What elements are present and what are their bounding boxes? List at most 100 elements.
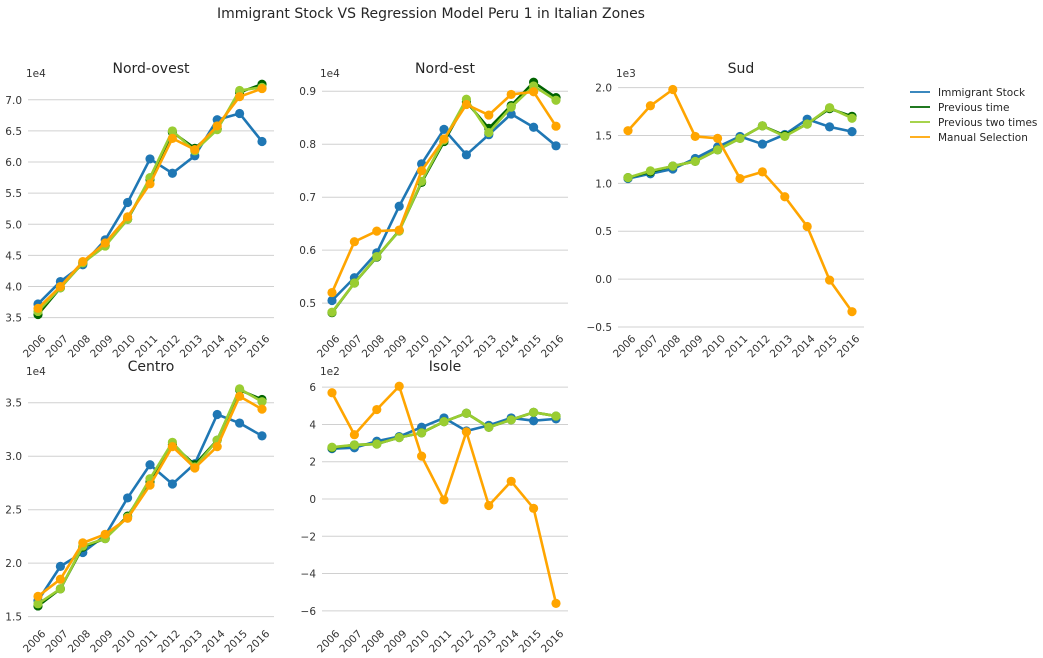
x-tick-label: 2011 [133,628,160,655]
data-point [551,598,561,608]
x-tick-label: 2012 [155,333,182,360]
data-point [123,197,133,208]
data-point [847,307,857,317]
x-tick-label: 2006 [611,333,639,361]
x-tick-label: 2016 [539,628,567,656]
legend: Immigrant Stock Previous time Previous t… [910,87,1037,144]
legend-label-manual-selection: Manual Selection [938,132,1028,144]
data-point [417,451,427,461]
data-point [757,121,768,131]
y-tick-label: 0.0 [595,274,612,286]
x-tick-label: 2014 [494,333,522,361]
y-tick-label: 0.8 [299,139,316,151]
data-point [372,226,382,236]
data-point [257,404,267,414]
data-point [668,161,678,171]
data-point [167,168,177,178]
data-point [668,84,678,95]
data-point [55,574,65,584]
series-line [37,86,263,313]
data-point [461,408,471,418]
data-point [33,303,43,313]
data-point [145,480,155,490]
data-point [78,538,88,548]
x-tick-label: 2013 [178,628,205,655]
subplot-centro: 1.52.02.53.03.52006200720082009201020112… [5,359,274,655]
data-point [123,493,133,503]
data-point [257,83,267,94]
y-tick-label: 4.5 [5,250,22,262]
x-tick-label: 2016 [245,628,273,656]
data-point [551,95,561,105]
x-tick-label: 2006 [21,628,49,656]
x-tick-label: 2015 [223,333,250,360]
data-point [551,141,561,151]
y-tick-label: 4.0 [5,282,22,294]
x-tick-label: 2006 [21,333,49,361]
data-point [212,409,222,420]
data-point [327,388,337,398]
x-tick-label: 2007 [43,628,70,655]
x-tick-label: 2016 [539,333,567,361]
y-tick-label: 2 [309,457,316,469]
x-tick-label: 2007 [43,333,70,360]
y-tick-label: 1.5 [595,130,612,142]
x-tick-label: 2009 [678,333,705,360]
series-previous-two-times [327,81,561,317]
y-tick-label: 0.5 [299,298,316,310]
data-point [257,397,267,407]
data-point [529,407,539,417]
data-point [394,225,404,235]
series-line [36,413,263,602]
data-point [123,513,133,523]
y-tick-label: 0.6 [299,245,316,257]
x-tick-label: 2011 [427,628,454,655]
series-previous-two-times [623,103,857,183]
data-point [257,136,267,147]
y-tick-label: 3.0 [5,451,22,463]
x-tick-label: 2013 [768,333,795,360]
y-tick-label: 6.0 [5,157,22,169]
x-tick-label: 2008 [656,333,683,360]
x-tick-label: 2013 [472,333,499,360]
data-point [167,126,177,136]
data-point [484,422,494,432]
data-point [825,103,835,113]
data-point [327,442,337,452]
data-point [100,238,110,248]
data-point [100,529,110,539]
x-tick-label: 2016 [245,333,273,361]
x-tick-label: 2013 [178,333,205,360]
data-point [78,257,88,267]
data-point [461,427,471,437]
data-point [439,417,449,427]
x-tick-label: 2008 [360,333,387,360]
x-tick-label: 2011 [427,333,454,360]
y-tick-label: 6 [309,382,316,394]
data-point [506,415,516,425]
data-point [257,431,267,441]
data-point [394,201,404,211]
data-point [551,411,561,421]
data-point [847,113,857,123]
axis-multiplier: 1e4 [26,366,46,378]
subplot-nord-est: 0.50.60.70.80.92006200720082009201020112… [299,61,568,360]
data-point [235,108,245,119]
series-previous-two-times [327,407,561,452]
data-point [55,584,65,594]
axis-multiplier: 1e2 [320,366,340,378]
y-tick-label: 5.5 [5,188,22,200]
y-tick-label: −4 [301,569,317,581]
x-tick-label: 2016 [835,333,863,361]
x-tick-label: 2015 [517,628,544,655]
subplot-title: Sud [728,61,755,77]
y-tick-label: −2 [301,531,316,543]
subplot-nord-ovest: 3.5 4.0 4.5 5.0 5.5 6.0 6.5 7.0 2006200720082009… [5,61,274,360]
axis-multiplier: 1e4 [320,68,340,80]
x-tick-label: 2014 [200,333,228,361]
series-line [37,83,263,316]
legend-label-previous-time: Previous time [938,102,1009,114]
axis-multiplier: 1e3 [616,68,636,80]
y-tick-label: −0.5 [587,322,613,334]
data-point [506,89,516,100]
